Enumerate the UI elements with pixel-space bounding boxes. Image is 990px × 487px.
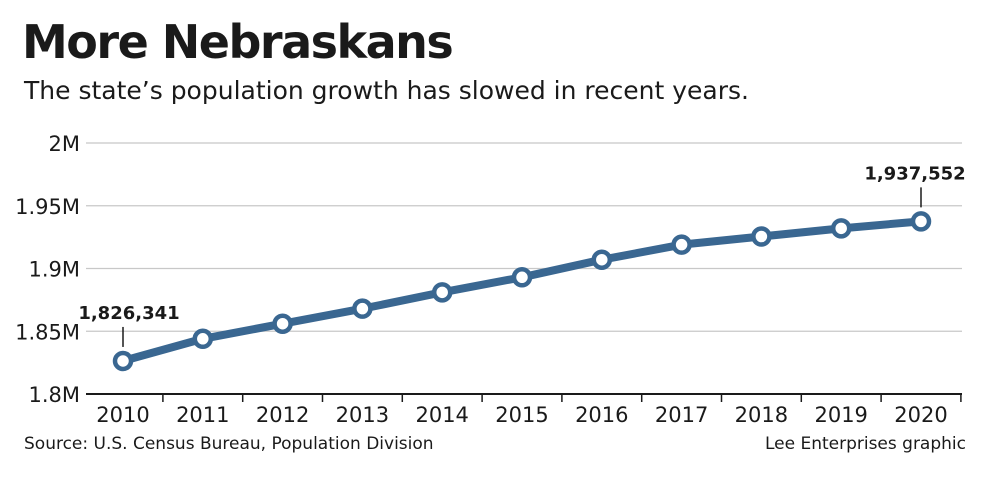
y-tick-label: 1.9M bbox=[28, 258, 80, 282]
source-note: Source: U.S. Census Bureau, Population D… bbox=[24, 434, 434, 454]
data-point bbox=[431, 282, 453, 303]
annotation-label: 1,937,552 bbox=[864, 163, 965, 184]
x-tick-label: 2019 bbox=[814, 403, 867, 427]
data-points bbox=[112, 211, 932, 372]
chart-title: More Nebraskans bbox=[22, 15, 454, 69]
x-tick-label: 2015 bbox=[495, 403, 548, 427]
annotation-label: 1,826,341 bbox=[78, 303, 179, 324]
x-tick-label: 2010 bbox=[96, 403, 149, 427]
data-point bbox=[671, 234, 692, 255]
data-point bbox=[751, 226, 772, 247]
data-point bbox=[910, 211, 932, 232]
credit-note: Lee Enterprises graphic bbox=[764, 434, 966, 454]
x-tick-label: 2017 bbox=[655, 403, 708, 427]
data-point bbox=[272, 313, 293, 334]
x-tick-label: 2011 bbox=[176, 403, 229, 427]
series-line-path bbox=[119, 217, 925, 365]
chart-subtitle: The state’s population growth has slowed… bbox=[24, 76, 749, 105]
y-tick-label: 1.8M bbox=[28, 383, 80, 407]
x-tick-label: 2016 bbox=[575, 403, 628, 427]
y-tick-label: 2M bbox=[49, 132, 80, 156]
x-axis: 2010 2011 2012 2013 2014 2015 2016 2017 2018 2019… bbox=[86, 393, 962, 427]
x-tick-label: 2018 bbox=[735, 403, 788, 427]
data-point bbox=[591, 249, 613, 270]
series-line bbox=[119, 217, 925, 365]
data-point bbox=[830, 218, 852, 239]
x-tick-label: 2014 bbox=[415, 403, 468, 427]
annotations: 1,826,341 1,937,552 bbox=[78, 163, 966, 347]
data-point bbox=[352, 298, 373, 319]
grid-lines bbox=[86, 142, 962, 332]
y-tick-label: 1.85M bbox=[15, 320, 80, 344]
y-axis: 1.8M 1.85M 1.9M 1.95M 2M bbox=[15, 132, 80, 407]
data-point bbox=[511, 267, 533, 288]
data-point bbox=[192, 328, 214, 350]
data-point bbox=[112, 350, 134, 372]
y-tick-label: 1.95M bbox=[15, 195, 80, 219]
x-tick-label: 2012 bbox=[256, 403, 309, 427]
x-tick-label: 2020 bbox=[894, 403, 947, 427]
x-tick-label: 2013 bbox=[336, 403, 389, 427]
